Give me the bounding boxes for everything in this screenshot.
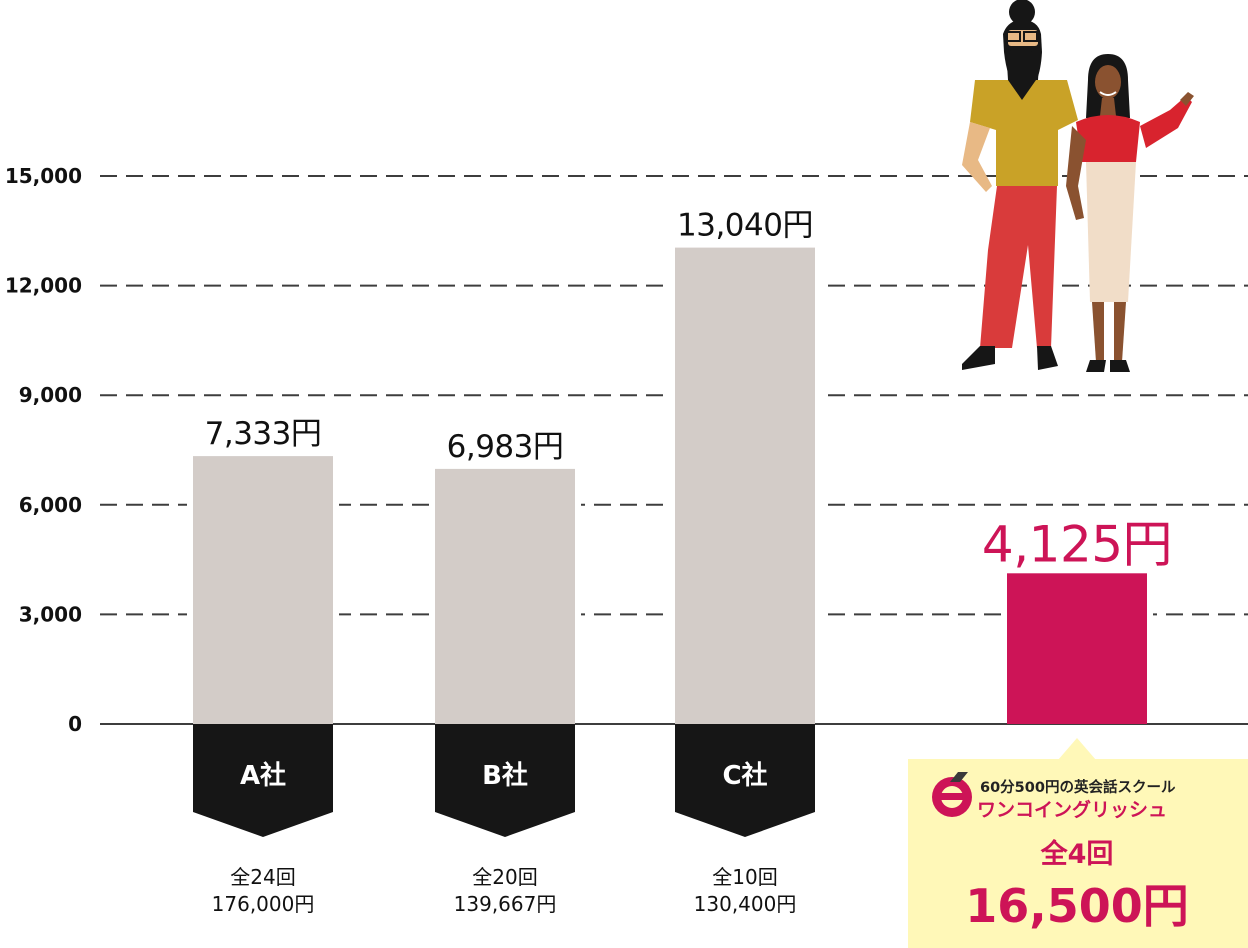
category-tag [193, 724, 333, 837]
category-detail: 全10回 [712, 865, 777, 889]
bar-value-labels: 7,333円 6,983円 13,040円 4,125円 [197, 203, 1195, 573]
promo-box: 60分500円の英会話スクール ワンコイングリッシュ 全4回 16,500円 [908, 738, 1248, 948]
y-tick-label: 6,000 [19, 493, 82, 517]
value-label-gap [959, 513, 1195, 572]
category-detail: 全24回 [230, 865, 295, 889]
brand-logo-icon [932, 772, 972, 817]
category-detail: 139,667円 [454, 892, 557, 916]
category-label: A社 [240, 760, 286, 791]
y-tick-label: 9,000 [19, 383, 82, 407]
couple-illustration [962, 0, 1194, 372]
y-tick-label: 12,000 [5, 274, 82, 298]
category-details: 全24回 176,000円 全20回 139,667円 全10回 130,400円 [212, 865, 797, 916]
promo-box-pointer [1058, 738, 1096, 760]
promo-tagline: 60分500円の英会話スクール [980, 778, 1176, 796]
category-detail: 全20回 [472, 865, 537, 889]
y-axis-ticks: 15,000 12,000 9,000 6,000 3,000 0 [5, 164, 82, 736]
y-tick-label: 15,000 [5, 164, 82, 188]
category-label: C社 [722, 760, 767, 791]
value-label-gap [197, 412, 329, 453]
category-detail: 130,400円 [694, 892, 797, 916]
promo-brand: ワンコイングリッシュ [977, 798, 1167, 821]
bar-value-label: 6,983円 [447, 429, 564, 465]
bar-value-label: 4,125円 [982, 515, 1172, 573]
bar [1007, 573, 1147, 724]
category-detail: 176,000円 [212, 892, 315, 916]
y-tick-label: 3,000 [19, 602, 82, 626]
value-label-gap [670, 203, 820, 244]
y-tick-label: 0 [68, 712, 82, 736]
bar [435, 468, 575, 724]
promo-count: 全4回 [1040, 838, 1114, 870]
bars [187, 245, 1153, 724]
category-label: B社 [482, 760, 528, 791]
bar-value-label: 13,040円 [677, 208, 813, 244]
category-tag [675, 724, 815, 837]
promo-price: 16,500円 [965, 879, 1189, 933]
bar-value-label: 7,333円 [205, 416, 322, 452]
value-label-gap [439, 424, 571, 465]
bar [675, 247, 815, 724]
bar [193, 456, 333, 724]
category-tag [435, 724, 575, 837]
category-tags: A社 B社 C社 [193, 724, 815, 837]
